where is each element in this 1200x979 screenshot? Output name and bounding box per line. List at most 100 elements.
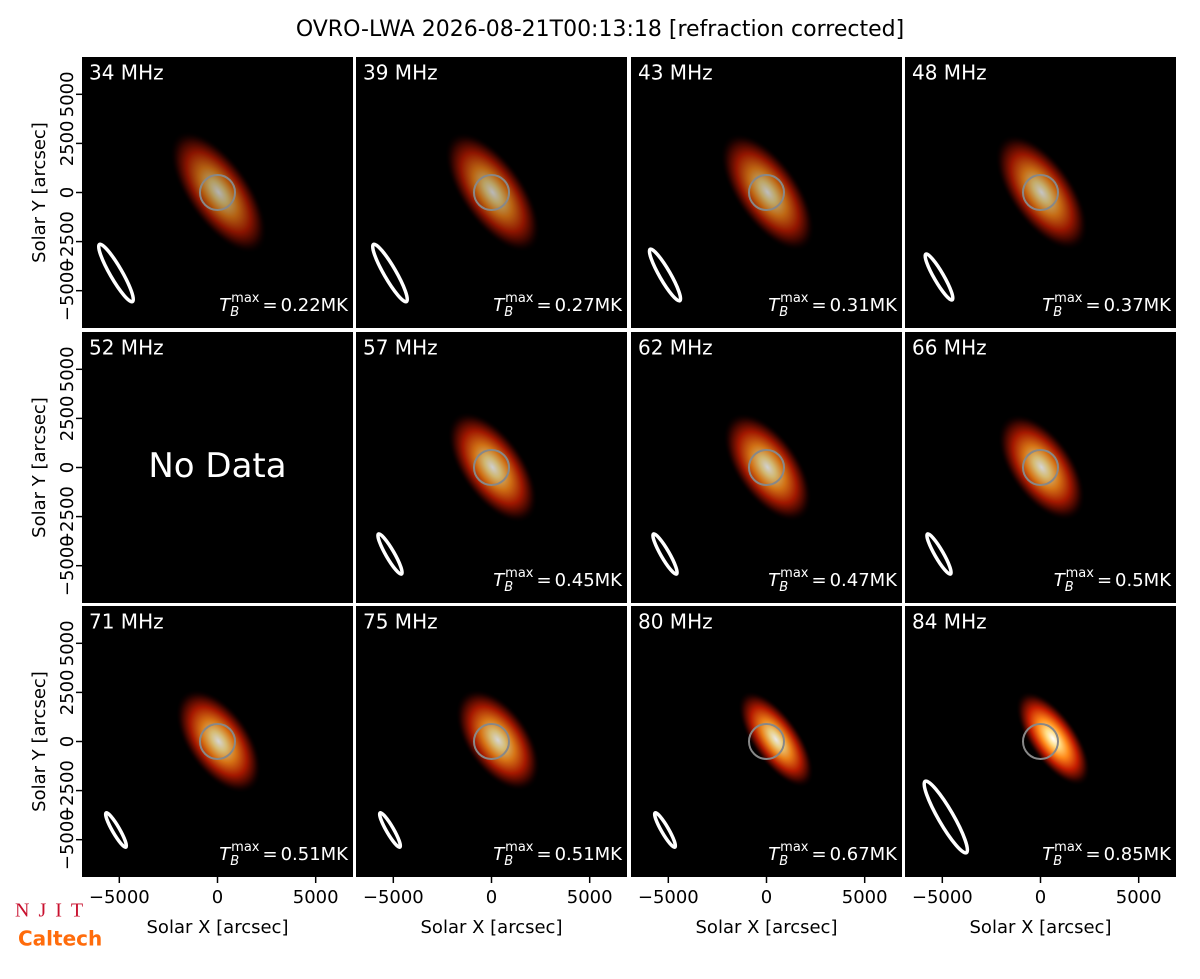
emission-blob bbox=[447, 411, 538, 524]
tmax-value: 0.51MK bbox=[555, 844, 624, 865]
solar-disk bbox=[748, 449, 785, 486]
emission bbox=[447, 411, 538, 524]
y-tick-label: −2500 bbox=[57, 211, 78, 272]
logo-njit: NJIT bbox=[15, 900, 92, 922]
y-tick-label: 2500 bbox=[57, 395, 78, 441]
emission-blob bbox=[722, 412, 813, 523]
emission bbox=[720, 132, 816, 252]
tmax-sub: B bbox=[1065, 580, 1074, 595]
emission-blob bbox=[737, 690, 815, 788]
tmax-sup: max bbox=[780, 566, 809, 581]
beam bbox=[103, 811, 129, 849]
x-axis-label: Solar X [arcsec] bbox=[696, 917, 838, 938]
tmax-value: 0.31MK bbox=[830, 295, 899, 316]
beam bbox=[647, 247, 683, 303]
tmax-sub: B bbox=[230, 305, 239, 320]
tmax-value: 0.67MK bbox=[830, 844, 899, 865]
tmax-symbol: T bbox=[768, 570, 781, 591]
tmax-value: 0.37MK bbox=[1104, 295, 1173, 316]
tmax-sup: max bbox=[780, 291, 809, 306]
panel bbox=[96, 130, 268, 304]
beam bbox=[96, 242, 136, 304]
panel bbox=[376, 411, 538, 576]
tmax-value: 0.5MK bbox=[1115, 570, 1172, 591]
x-tick-label: −5000 bbox=[912, 887, 973, 908]
tmax-eq: = bbox=[811, 844, 826, 865]
emission bbox=[1015, 691, 1091, 787]
tmax-eq: = bbox=[262, 295, 277, 316]
tmax-symbol: T bbox=[493, 570, 506, 591]
beam bbox=[652, 811, 678, 849]
y-tick-label: −5000 bbox=[57, 809, 78, 870]
tmax-sub: B bbox=[1053, 854, 1062, 869]
panel-background bbox=[82, 332, 353, 603]
y-tick-label: 0 bbox=[57, 736, 78, 747]
emission bbox=[455, 688, 541, 792]
tmax-sup: max bbox=[505, 291, 534, 306]
solar-disk bbox=[1022, 174, 1059, 211]
tmax-symbol: T bbox=[493, 844, 506, 865]
emission bbox=[444, 131, 541, 253]
tmax-label: TBmax = 0.67MK bbox=[768, 840, 898, 869]
panel-label: 66 MHz bbox=[912, 336, 987, 360]
tmax-label: TBmax = 0.22MK bbox=[219, 291, 349, 320]
tmax-sub: B bbox=[1053, 305, 1062, 320]
x-tick-label: 5000 bbox=[293, 887, 339, 908]
panel bbox=[103, 688, 262, 849]
tmax-eq: = bbox=[536, 570, 551, 591]
tmax-sup: max bbox=[505, 566, 534, 581]
tmax-value: 0.45MK bbox=[555, 570, 624, 591]
tmax-sub: B bbox=[230, 854, 239, 869]
emission bbox=[169, 130, 268, 255]
x-tick-label: 0 bbox=[1035, 887, 1046, 908]
solar-disk bbox=[748, 174, 785, 211]
tmax-label: TBmax = 0.37MK bbox=[1042, 291, 1172, 320]
tmax-value: 0.22MK bbox=[281, 295, 350, 316]
tmax-symbol: T bbox=[768, 295, 781, 316]
beam bbox=[925, 532, 953, 576]
panel-label: 39 MHz bbox=[363, 61, 438, 85]
y-tick-label: −2500 bbox=[57, 486, 78, 547]
tmax-label: TBmax = 0.27MK bbox=[493, 291, 623, 320]
y-tick-label: 0 bbox=[57, 187, 78, 198]
panel bbox=[651, 412, 813, 576]
tmax-eq: = bbox=[811, 295, 826, 316]
x-tick-label: 0 bbox=[486, 887, 497, 908]
y-tick-label: 2500 bbox=[57, 120, 78, 166]
tmax-eq: = bbox=[1085, 844, 1100, 865]
emission-blob bbox=[1015, 691, 1091, 787]
panel-label: 57 MHz bbox=[363, 336, 438, 360]
tmax-value: 0.85MK bbox=[1104, 844, 1173, 865]
emission-blob bbox=[444, 131, 541, 253]
tmax-eq: = bbox=[1085, 295, 1100, 316]
panel-label: 34 MHz bbox=[89, 61, 164, 85]
tmax-value: 0.47MK bbox=[830, 570, 899, 591]
panel-label: 80 MHz bbox=[638, 610, 713, 634]
tmax-sup: max bbox=[1066, 566, 1095, 581]
y-tick-label: −5000 bbox=[57, 260, 78, 321]
tmax-label: TBmax = 0.5MK bbox=[1054, 566, 1173, 595]
tmax-sup: max bbox=[780, 840, 809, 855]
solar-disk bbox=[199, 174, 236, 211]
tmax-sup: max bbox=[505, 840, 534, 855]
panel bbox=[925, 413, 1086, 576]
tmax-label: TBmax = 0.45MK bbox=[493, 566, 623, 595]
y-tick-label: 5000 bbox=[57, 71, 78, 117]
tmax-value: 0.27MK bbox=[555, 295, 624, 316]
beam bbox=[922, 779, 970, 855]
emission-blob bbox=[720, 132, 816, 252]
x-tick-label: −5000 bbox=[89, 887, 150, 908]
tmax-sub: B bbox=[779, 580, 788, 595]
x-tick-label: −5000 bbox=[638, 887, 699, 908]
tmax-eq: = bbox=[811, 570, 826, 591]
chart-title: OVRO-LWA 2026-08-21T00:13:18 [refraction… bbox=[296, 17, 904, 42]
panel bbox=[370, 131, 541, 304]
solar-disk bbox=[748, 723, 785, 760]
panel bbox=[377, 688, 541, 849]
tmax-sup: max bbox=[231, 291, 260, 306]
panel-label: 84 MHz bbox=[912, 610, 987, 634]
beam bbox=[376, 532, 404, 576]
panel-label: 62 MHz bbox=[638, 336, 713, 360]
tmax-sup: max bbox=[231, 840, 260, 855]
